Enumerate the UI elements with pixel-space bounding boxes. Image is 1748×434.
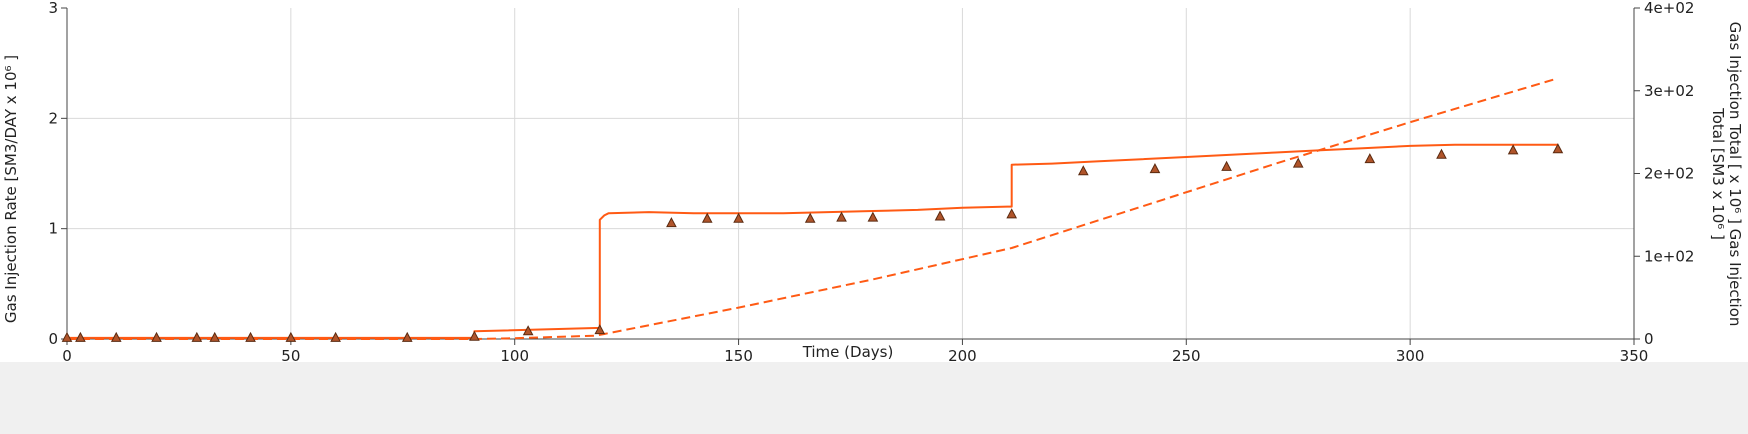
- observed-rate-marker: [1221, 160, 1232, 171]
- observed-rate-marker: [209, 331, 221, 342]
- y-axis-label: Gas Injection Rate [SM3/DAY x 10⁶ ]: [2, 55, 20, 323]
- y2-tick-label: 2e+02: [1644, 165, 1694, 183]
- y2-tick-label: 1e+02: [1644, 247, 1694, 265]
- observed-rate-marker: [191, 331, 203, 342]
- observed-rate-marker: [330, 331, 341, 342]
- observed-rate-marker: [666, 217, 677, 228]
- chart-area: 0 50 100 150 200 250 300 350 0 1 2 3 0 1e+02 2e+02 3e+0…: [0, 0, 1748, 362]
- observed-rate-marker: [61, 331, 73, 342]
- observed-rate-marker: [285, 331, 297, 342]
- x-tick-label: 250: [1172, 347, 1201, 362]
- observed-rate-marker: [594, 324, 606, 335]
- observed-rate-marker: [1077, 165, 1089, 176]
- plot-series: [61, 77, 1564, 342]
- x-tick-label: 200: [948, 347, 977, 362]
- observed-rate-marker: [1006, 208, 1018, 219]
- x-tick-label: 100: [500, 347, 529, 362]
- grid-lines: [67, 8, 1634, 339]
- observed-rate-marker: [151, 331, 162, 342]
- observed-rate-marker: [469, 330, 480, 341]
- observed-rate-marker: [1507, 144, 1519, 155]
- x-tick-label: 350: [1620, 347, 1649, 362]
- y2-tick-label: 4e+02: [1644, 0, 1694, 17]
- y2-tick-label: 3e+02: [1644, 82, 1694, 100]
- y-tick-label: 1: [48, 220, 58, 238]
- observed-rate-marker: [701, 212, 713, 223]
- observed-rate-marker: [522, 325, 534, 336]
- cumulative-total-line: [67, 77, 1559, 340]
- y2-axis-label-line-1: Gas Injection Total [ x 10⁶ ] Gas Inject…: [1726, 22, 1744, 327]
- observed-rate-marker: [1292, 157, 1304, 168]
- y-tick-label: 0: [48, 330, 58, 348]
- x-tick-label: 50: [281, 347, 300, 362]
- observed-rate-marker: [75, 331, 86, 342]
- footer-band: [0, 362, 1748, 434]
- observed-rate-marker: [245, 331, 256, 342]
- y-tick-label: 2: [48, 109, 58, 127]
- x-tick-label: 150: [724, 347, 753, 362]
- observed-rate-marker: [867, 211, 879, 222]
- observed-rate-marker: [401, 331, 413, 342]
- observed-rate-marker: [733, 212, 744, 223]
- chart-svg: 0 50 100 150 200 250 300 350012301e+022e+023e+0…: [2, 0, 1744, 362]
- observed-rate-marker: [934, 210, 946, 221]
- observed-rate-marker: [804, 212, 816, 223]
- x-axis-label: Time (Days): [802, 343, 894, 361]
- observed-rate-marker: [1364, 153, 1376, 164]
- x-tick-label: 0: [62, 347, 72, 362]
- y2-tick-label: 0: [1644, 330, 1654, 348]
- observed-rate-marker: [836, 211, 847, 222]
- observed-rate-marker: [110, 331, 122, 342]
- x-tick-label: 300: [1396, 347, 1425, 362]
- observed-rate-marker: [1552, 143, 1564, 154]
- observed-rate-marker: [1436, 148, 1447, 159]
- y-tick-label: 3: [48, 0, 58, 17]
- axes: 0 50 100 150 200 250 300 350012301e+022e+023e+0…: [48, 0, 1694, 362]
- observed-rate-marker: [1149, 163, 1161, 174]
- y2-axis-label-line-2: Total [SM3 x 10⁶ ]: [1709, 107, 1727, 240]
